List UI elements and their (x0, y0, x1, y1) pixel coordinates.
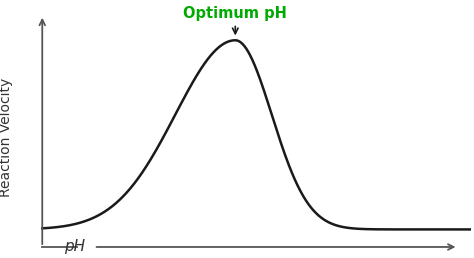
Text: Reaction Velocity: Reaction Velocity (0, 78, 13, 197)
Text: Optimum pH: Optimum pH (183, 6, 287, 34)
Text: pH: pH (64, 239, 85, 254)
